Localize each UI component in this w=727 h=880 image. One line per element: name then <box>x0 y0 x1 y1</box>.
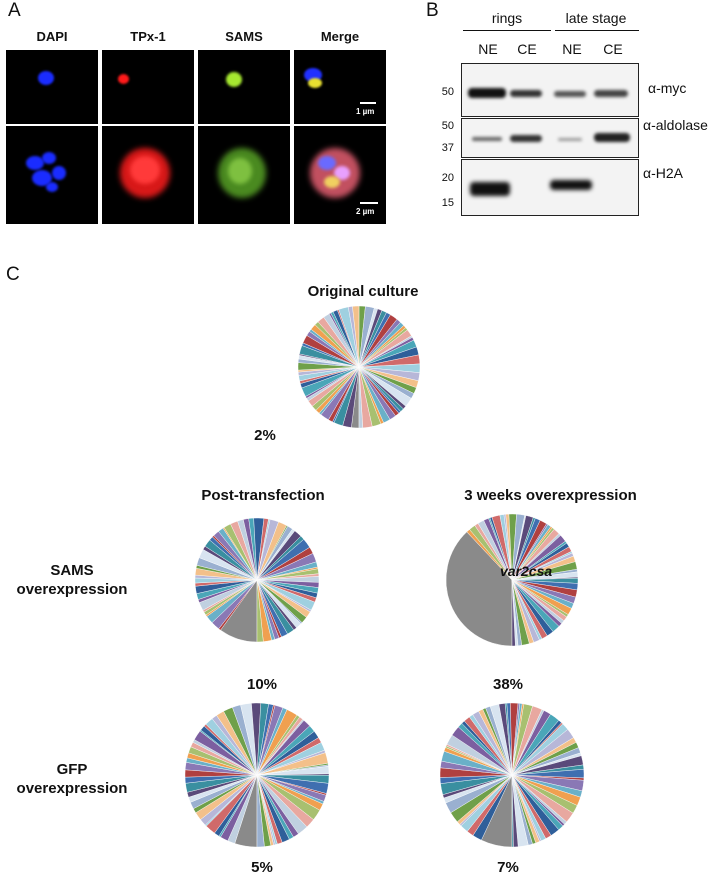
annotation-var2csa: var2csa <box>500 563 552 579</box>
group-label-rings: rings <box>491 10 523 26</box>
pie-slice-largest <box>445 531 513 647</box>
mw-marker-50-aldolase: 50 <box>441 120 454 132</box>
lane-label-ne-rings: NE <box>478 41 498 57</box>
micrograph-merge-row1: 1 µm <box>294 50 386 124</box>
mw-marker-15-h2a: 15 <box>441 197 454 209</box>
micrograph-sams-row2 <box>198 126 290 224</box>
column-header-tpx1: TPx-1 <box>130 29 166 44</box>
title-3-weeks-overexpression: 3 weeks overexpression <box>464 487 637 504</box>
antibody-label-myc: α-myc <box>648 80 687 96</box>
scale-bar-1um <box>360 102 376 104</box>
scale-bar-label-1um: 1 µm <box>356 107 375 116</box>
pie-percent-sams-3wk: 38% <box>492 676 524 693</box>
micrograph-dapi-row1 <box>6 50 98 124</box>
micrograph-tpx1-row1 <box>102 50 194 124</box>
micrograph-sams-row1 <box>198 50 290 124</box>
pie-slice <box>511 579 516 647</box>
micrograph-tpx1-row2 <box>102 126 194 224</box>
row-label-gfp: GFP overexpression <box>16 761 128 797</box>
pie-percent-gfp-3wk: 7% <box>497 859 519 876</box>
mw-marker-50-myc: 50 <box>441 86 454 98</box>
pie-percent-original: 2% <box>254 427 276 444</box>
pie-slice <box>358 366 364 429</box>
column-header-sams: SAMS <box>225 29 263 44</box>
lane-label-ne-late: NE <box>562 41 582 57</box>
antibody-label-aldolase: α-aldolase <box>643 117 708 133</box>
scale-bar-2um <box>360 202 378 204</box>
panel-b-label: B <box>426 0 439 21</box>
pie-slice <box>511 774 514 848</box>
lane-label-ce-late: CE <box>603 41 623 57</box>
mw-marker-20-h2a: 20 <box>441 172 454 184</box>
pie-slice <box>256 579 264 643</box>
pie-percent-sams-post: 10% <box>246 676 278 693</box>
mw-marker-37-aldolase: 37 <box>441 142 454 154</box>
scale-bar-label-2um: 2 µm <box>356 207 375 216</box>
title-original-culture: Original culture <box>307 283 419 300</box>
group-line-late-stage <box>555 30 639 31</box>
pie-slice <box>256 774 265 848</box>
column-header-merge: Merge <box>320 29 360 44</box>
title-post-transfection: Post-transfection <box>201 487 325 504</box>
group-line-rings <box>463 30 551 31</box>
panel-a-label: A <box>8 0 21 21</box>
antibody-label-h2a: α-H2A <box>643 165 683 181</box>
row-label-sams: SAMS overexpression <box>16 562 128 598</box>
micrograph-dapi-row2 <box>6 126 98 224</box>
blot-myc <box>461 63 639 117</box>
micrograph-merge-row2: 2 µm <box>294 126 386 224</box>
group-label-late-stage: late stage <box>565 10 627 26</box>
panel-c-label: C <box>6 264 20 285</box>
lane-label-ce-rings: CE <box>517 41 537 57</box>
blot-h2a <box>461 159 639 216</box>
column-header-dapi: DAPI <box>36 29 68 44</box>
blot-aldolase <box>461 118 639 158</box>
pie-percent-gfp-post: 5% <box>251 859 273 876</box>
